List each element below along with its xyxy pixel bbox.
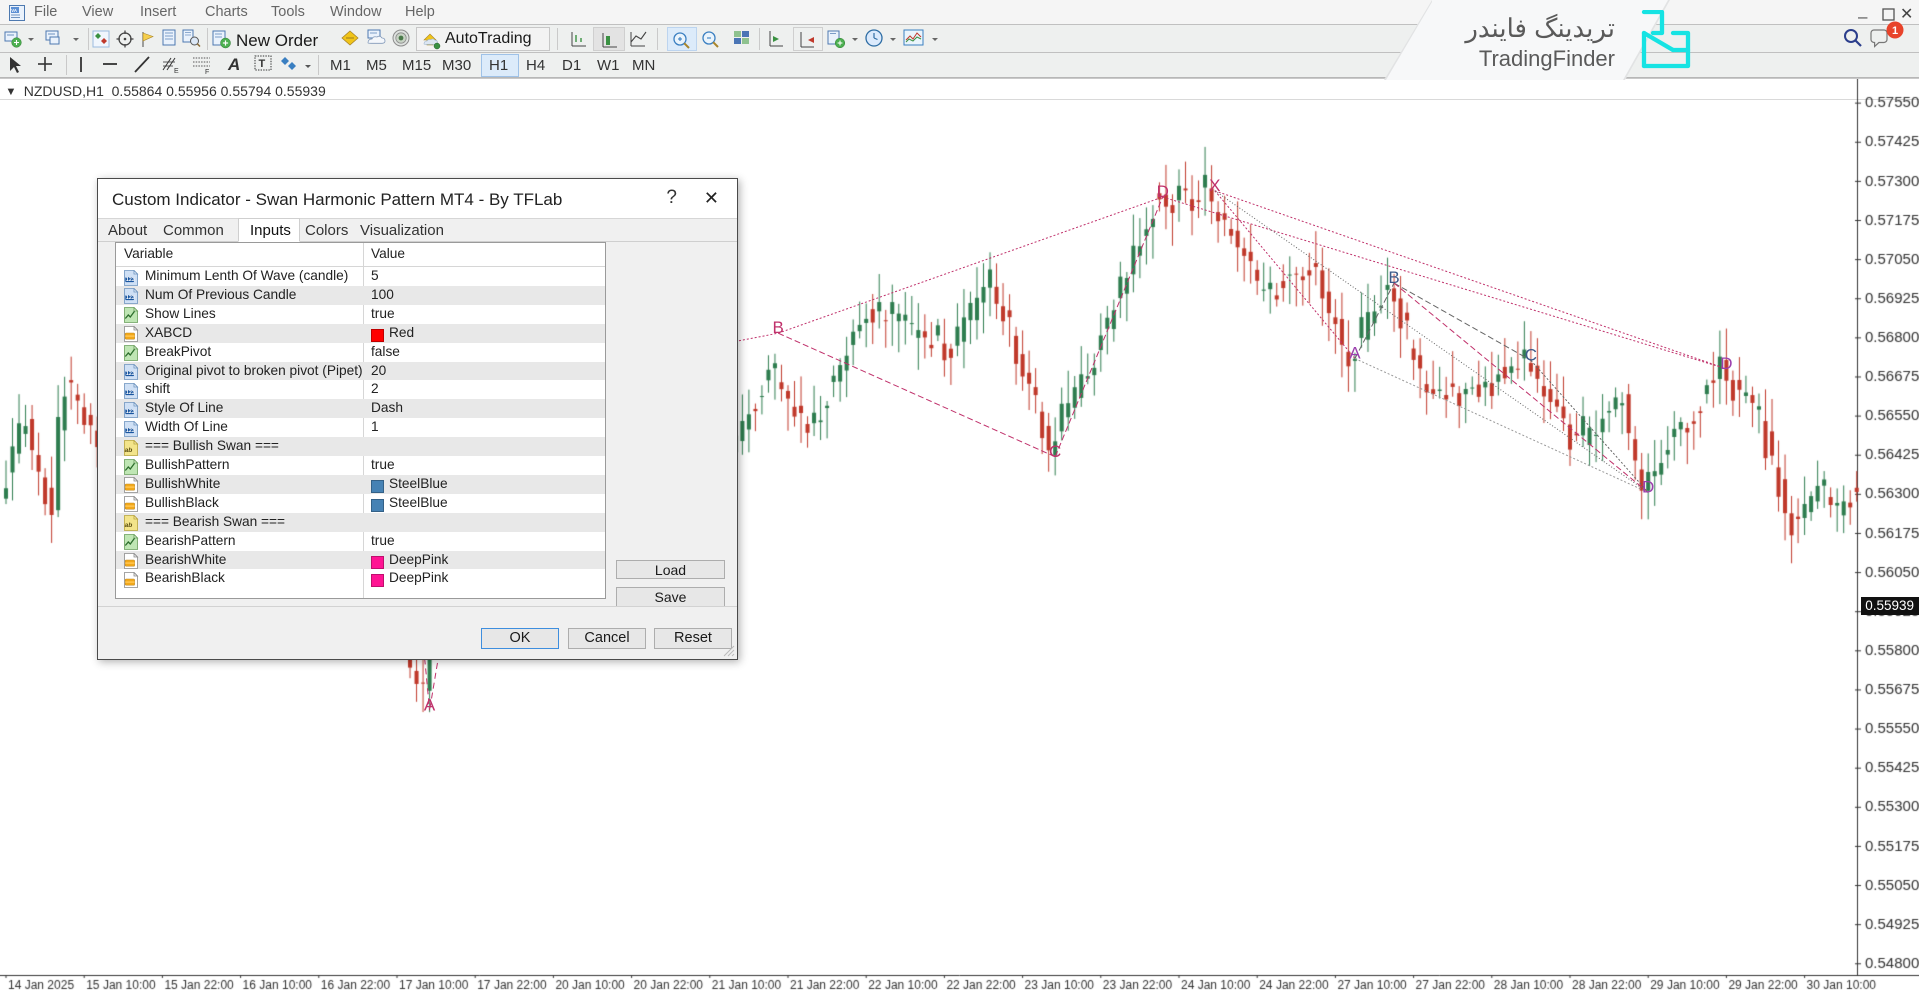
svg-text:ab: ab [125,522,133,529]
svg-text:123: 123 [126,371,135,377]
svg-text:123: 123 [126,277,135,283]
svg-text:123: 123 [126,409,135,415]
svg-text:123: 123 [126,390,135,396]
svg-text:123: 123 [126,428,135,434]
svg-text:1: 1 [1892,25,1898,37]
svg-text:ab: ab [125,446,133,453]
svg-text:123: 123 [126,296,135,302]
